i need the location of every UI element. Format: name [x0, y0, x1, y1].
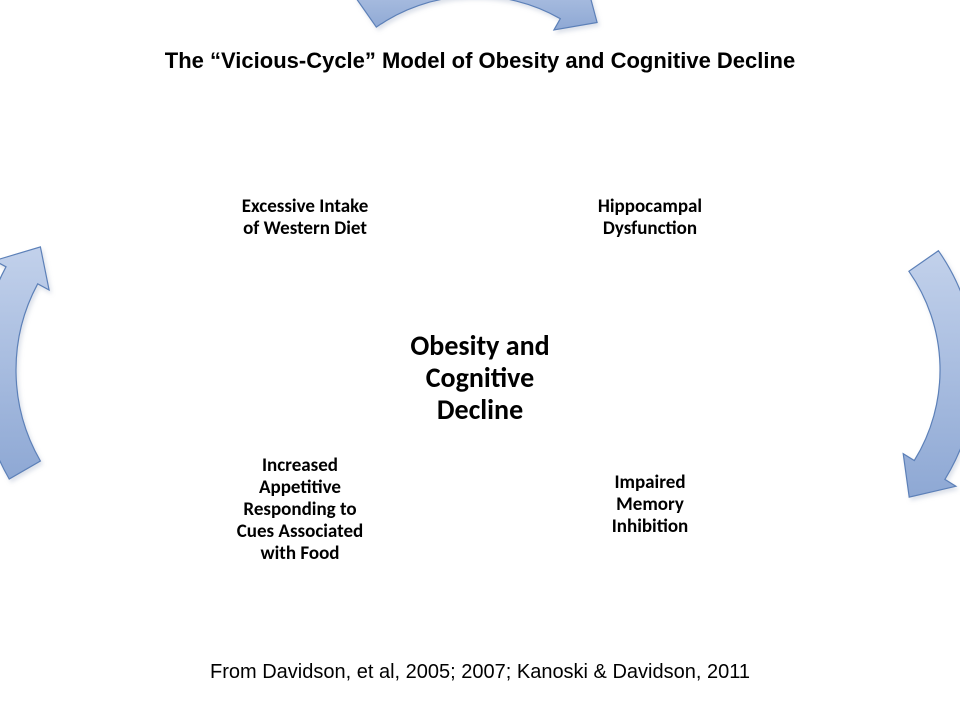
diagram-title: The “Vicious-Cycle” Model of Obesity and…	[0, 48, 960, 74]
node-memory-inhib: Impaired Memory Inhibition	[560, 472, 740, 538]
arrow-top-icon	[356, 0, 597, 30]
diagram-canvas: The “Vicious-Cycle” Model of Obesity and…	[0, 0, 960, 720]
node-western-diet: Excessive Intake of Western Diet	[205, 196, 405, 240]
arrow-left-icon	[0, 247, 49, 479]
node-appetitive: Increased Appetitive Responding to Cues …	[200, 455, 400, 564]
node-hippocampal: Hippocampal Dysfunction	[550, 196, 750, 240]
arrow-right-icon	[903, 251, 960, 497]
citation-text: From Davidson, et al, 2005; 2007; Kanosk…	[0, 661, 960, 684]
center-label: Obesity and Cognitive Decline	[350, 330, 610, 427]
